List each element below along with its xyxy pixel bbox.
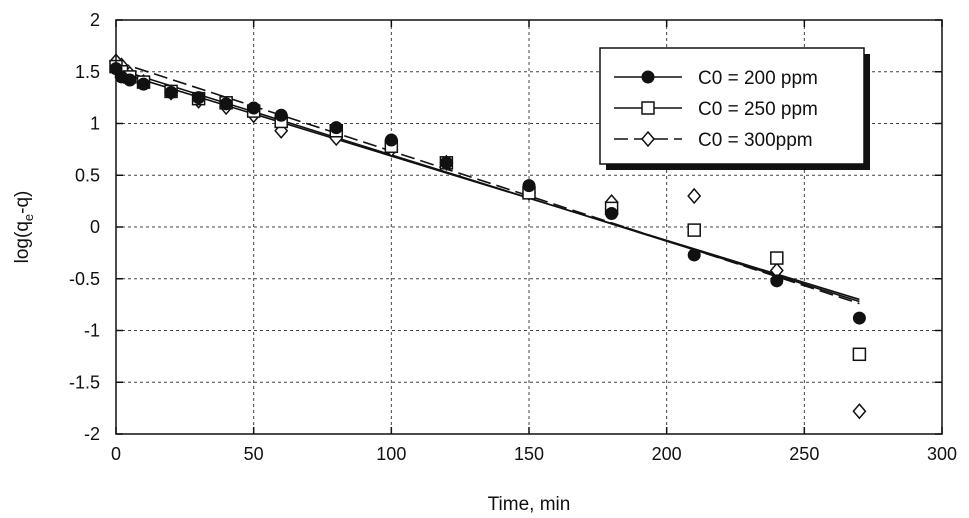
legend-marker xyxy=(641,130,655,148)
data-point xyxy=(192,91,206,105)
y-axis-label-tail: -q) xyxy=(12,191,33,214)
legend-marker xyxy=(641,70,655,84)
data-point xyxy=(439,156,453,170)
y-tick-label: 1 xyxy=(90,114,100,134)
data-point xyxy=(605,207,619,221)
legend-label: C0 = 300ppm xyxy=(698,130,813,151)
legend-label: C0 = 250 ppm xyxy=(698,99,818,120)
data-point xyxy=(522,179,536,193)
y-tick-label: 2 xyxy=(90,10,100,30)
series-c0-200-ppm xyxy=(109,62,866,325)
x-tick-label: 150 xyxy=(514,444,544,464)
fit-lines xyxy=(115,60,860,305)
y-tick-label: -1.5 xyxy=(69,372,100,392)
data-point xyxy=(687,248,701,262)
data-points xyxy=(109,53,867,420)
legend-label: C0 = 200 ppm xyxy=(698,68,818,89)
data-point xyxy=(247,101,261,115)
data-point xyxy=(852,311,866,325)
y-axis-label-main: log(q xyxy=(12,221,33,263)
data-point xyxy=(219,97,233,111)
legend: C0 = 200 ppm C0 = 250 ppm C0 = 300ppm xyxy=(599,47,870,170)
fit-line-c0-300ppm xyxy=(115,60,860,305)
data-point xyxy=(137,77,151,91)
x-tick-label: 50 xyxy=(244,444,264,464)
data-point xyxy=(852,403,867,420)
x-tick-label: 100 xyxy=(376,444,406,464)
data-point xyxy=(770,274,784,288)
x-tick-label: 200 xyxy=(652,444,682,464)
data-point xyxy=(687,223,701,237)
x-tick-label: 250 xyxy=(789,444,819,464)
y-tick-label: 0 xyxy=(90,217,100,237)
y-tick-label: -2 xyxy=(84,424,100,444)
axis-ticks: 0 50 100 150 200 250 300 2 1.5 1 0.5 0 -0.5 -1 -1.5 -2 xyxy=(69,10,957,464)
y-tick-label: -1 xyxy=(84,321,100,341)
y-axis-label: log(qe-q) xyxy=(12,191,36,264)
data-point xyxy=(164,85,178,99)
data-point xyxy=(687,187,702,205)
data-point xyxy=(384,133,398,147)
data-point xyxy=(274,108,288,122)
data-point xyxy=(123,73,137,87)
y-tick-label: 0.5 xyxy=(75,165,100,185)
y-axis-label-subscript: e xyxy=(21,214,36,221)
x-tick-label: 0 xyxy=(111,444,121,464)
data-point xyxy=(329,121,343,135)
x-axis-label: Time, min xyxy=(488,494,571,515)
y-tick-label: 1.5 xyxy=(75,62,100,82)
data-point xyxy=(852,347,867,362)
data-point xyxy=(770,251,784,265)
x-tick-label: 300 xyxy=(927,444,957,464)
y-tick-label: -0.5 xyxy=(69,269,100,289)
legend-items: C0 = 200 ppm C0 = 250 ppm C0 = 300ppm xyxy=(614,68,818,151)
legend-marker xyxy=(641,101,655,115)
